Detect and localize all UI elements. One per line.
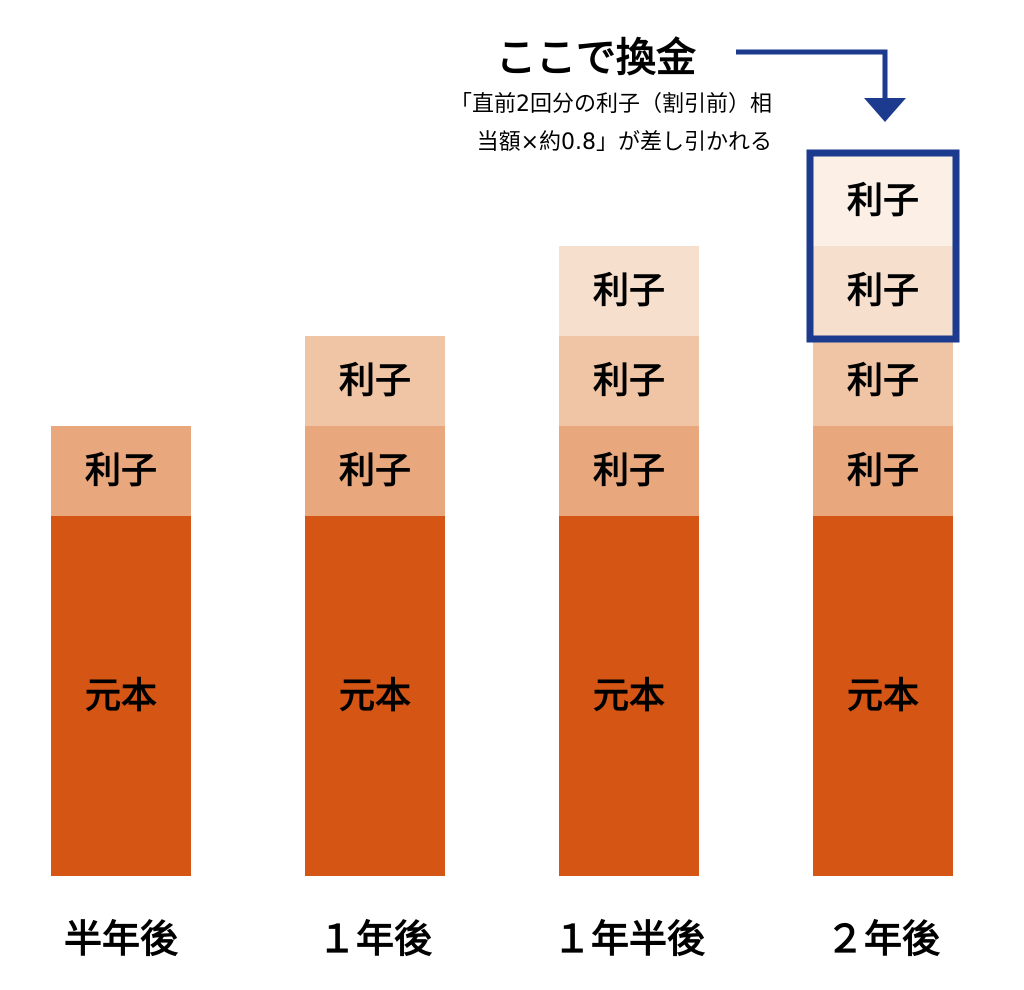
interest-label: 利子: [593, 451, 665, 492]
interest-label: 利子: [847, 271, 919, 312]
interest-label: 利子: [85, 451, 157, 492]
interest-segment: [813, 426, 953, 516]
principal-label: 元本: [847, 676, 919, 717]
interest-segment: [559, 246, 699, 336]
category-labels: 半年後 １年後 １年半後 ２年後: [64, 917, 941, 961]
principal-label: 元本: [593, 676, 665, 717]
category-label: 半年後: [64, 917, 179, 961]
category-label: ２年後: [826, 917, 941, 961]
interest-label: 利子: [847, 361, 919, 402]
annotation-arrow-line: [736, 49, 888, 101]
interest-segment: [305, 426, 445, 516]
principal-segment: [51, 516, 191, 876]
principal-segment: [559, 516, 699, 876]
interest-segment: [559, 426, 699, 516]
interest-segment: [813, 246, 953, 336]
interest-label: 利子: [847, 451, 919, 492]
annotation-arrow-head: [864, 98, 906, 122]
principal-segment: [305, 516, 445, 876]
annotation-note-line-2: 当額×約0.8」が差し引かれる: [477, 130, 772, 155]
interest-segment: [813, 156, 953, 246]
interest-label: 利子: [593, 361, 665, 402]
interest-label: 利子: [339, 451, 411, 492]
interest-segment: [305, 336, 445, 426]
interest-label: 利子: [593, 271, 665, 312]
interest-segment: [813, 336, 953, 426]
interest-segment: [559, 336, 699, 426]
annotation-title: ここで換金: [496, 35, 697, 81]
cash-out-annotation: ここで換金 「直前2回分の利子（割引前）相 当額×約0.8」が差し引かれる: [450, 35, 906, 155]
interest-segment: [51, 426, 191, 516]
annotation-note-line-1: 「直前2回分の利子（割引前）相: [450, 92, 772, 117]
principal-label: 元本: [339, 676, 411, 717]
interest-label: 利子: [847, 181, 919, 222]
principal-segment: [813, 516, 953, 876]
category-label: １年半後: [553, 917, 706, 961]
principal-label: 元本: [85, 676, 157, 717]
category-label: １年後: [318, 917, 433, 961]
interest-label: 利子: [339, 361, 411, 402]
highlight-box: [806, 149, 960, 343]
